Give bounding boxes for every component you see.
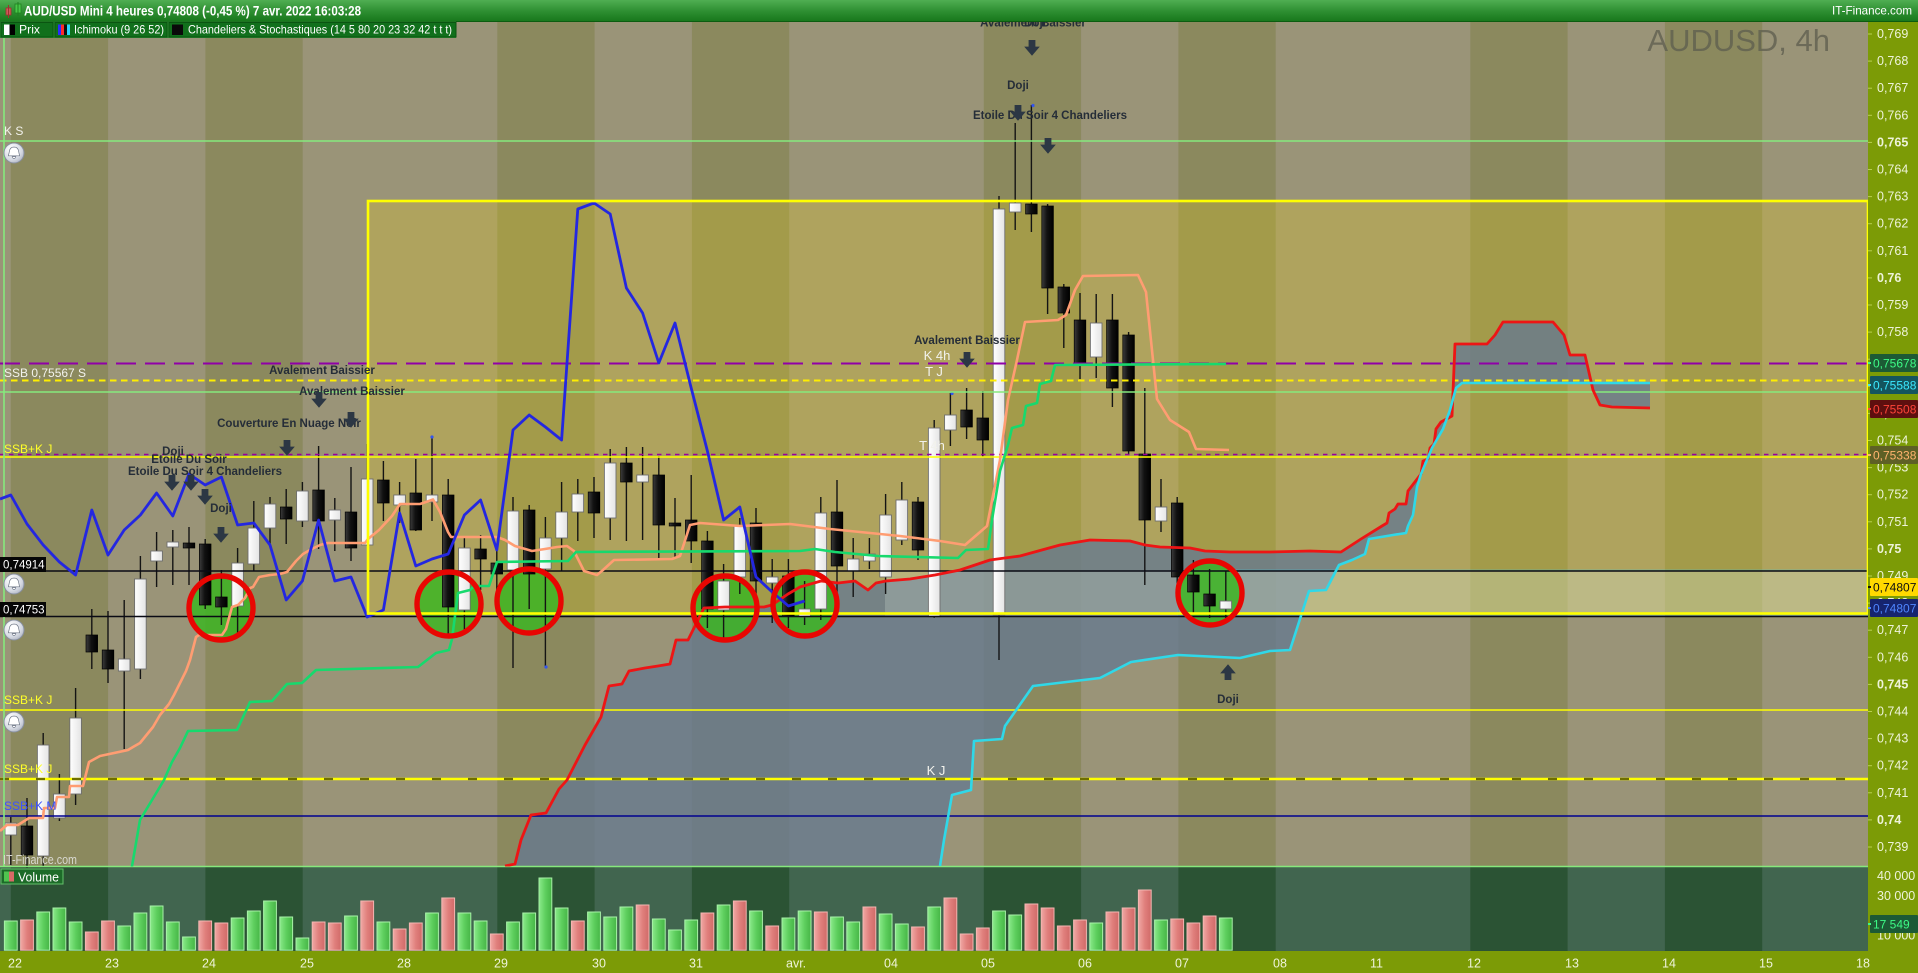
svg-text:IT-Finance.com: IT-Finance.com	[3, 853, 77, 867]
svg-text:0,741: 0,741	[1877, 786, 1908, 800]
svg-text:17 549: 17 549	[1873, 918, 1910, 932]
svg-text:0,74: 0,74	[1877, 813, 1901, 827]
svg-text:Etoile Du Soir: Etoile Du Soir	[151, 454, 227, 466]
svg-text:40 000: 40 000	[1877, 869, 1915, 883]
svg-text:IT-Finance.com: IT-Finance.com	[1832, 4, 1912, 18]
svg-text:T J: T J	[925, 364, 943, 379]
svg-text:0,746: 0,746	[1877, 650, 1908, 664]
svg-text:K 4h: K 4h	[924, 348, 951, 363]
svg-text:0,74914: 0,74914	[3, 560, 45, 572]
svg-text:Ichimoku (9 26 52): Ichimoku (9 26 52)	[74, 23, 164, 37]
svg-text:SSB+K J: SSB+K J	[4, 762, 52, 776]
svg-text:30: 30	[592, 957, 606, 971]
svg-text:0,76: 0,76	[1877, 271, 1901, 285]
svg-text:08: 08	[1273, 957, 1287, 971]
svg-text:0,744: 0,744	[1877, 705, 1908, 719]
svg-text:0,75588: 0,75588	[1873, 379, 1917, 393]
svg-text:18: 18	[1856, 957, 1870, 971]
svg-text:24: 24	[202, 957, 216, 971]
svg-text:0,74807: 0,74807	[1873, 602, 1917, 616]
svg-text:0,764: 0,764	[1877, 163, 1908, 177]
svg-text:0,766: 0,766	[1877, 108, 1908, 122]
svg-text:06: 06	[1078, 957, 1092, 971]
svg-text:Doji: Doji	[162, 446, 184, 458]
svg-text:K S: K S	[4, 124, 23, 138]
svg-text:K J: K J	[927, 763, 946, 778]
svg-text:Avalement Baissier: Avalement Baissier	[299, 386, 405, 398]
svg-text:Volume: Volume	[18, 871, 59, 885]
svg-text:0,767: 0,767	[1877, 81, 1908, 95]
svg-text:Etoile Du Soir 4 Chandeliers: Etoile Du Soir 4 Chandeliers	[128, 466, 282, 478]
svg-text:0,762: 0,762	[1877, 217, 1908, 231]
svg-text:Avalement Baissier: Avalement Baissier	[269, 365, 375, 377]
svg-text:0,765: 0,765	[1877, 135, 1908, 149]
svg-text:15: 15	[1759, 957, 1773, 971]
svg-text:12: 12	[1467, 957, 1481, 971]
svg-text:25: 25	[300, 957, 314, 971]
svg-text:05: 05	[981, 957, 995, 971]
svg-text:0,74807: 0,74807	[1873, 581, 1917, 595]
svg-text:0,742: 0,742	[1877, 759, 1908, 773]
svg-text:0,763: 0,763	[1877, 190, 1908, 204]
svg-text:Avalement Baissier: Avalement Baissier	[914, 335, 1020, 347]
svg-text:T 4h: T 4h	[919, 438, 945, 453]
svg-text:0,745: 0,745	[1877, 677, 1908, 691]
svg-text:Doji: Doji	[1217, 694, 1239, 706]
svg-text:0,743: 0,743	[1877, 732, 1908, 746]
svg-text:0,75338: 0,75338	[1873, 449, 1917, 463]
svg-text:SSB+K J: SSB+K J	[4, 442, 52, 456]
svg-text:28: 28	[397, 957, 411, 971]
svg-text:0,753: 0,753	[1877, 461, 1908, 475]
svg-text:13: 13	[1565, 957, 1579, 971]
svg-text:0,759: 0,759	[1877, 298, 1908, 312]
svg-text:07: 07	[1175, 957, 1189, 971]
svg-text:SSB+K J: SSB+K J	[4, 693, 52, 707]
svg-text:11: 11	[1370, 957, 1383, 971]
svg-text:0,752: 0,752	[1877, 488, 1908, 502]
svg-text:SSB+K M: SSB+K M	[4, 799, 56, 813]
svg-text:0,761: 0,761	[1877, 244, 1908, 258]
svg-text:0,768: 0,768	[1877, 54, 1908, 68]
svg-text:Prix: Prix	[19, 23, 40, 37]
svg-text:0,751: 0,751	[1877, 515, 1908, 529]
svg-text:0,75508: 0,75508	[1873, 403, 1917, 417]
svg-text:23: 23	[105, 957, 119, 971]
svg-text:14: 14	[1662, 957, 1676, 971]
svg-text:Doji: Doji	[210, 503, 232, 515]
svg-text:AUDUSD, 4h: AUDUSD, 4h	[1647, 23, 1830, 58]
svg-text:31: 31	[689, 957, 703, 971]
svg-text:Chandeliers & Stochastiques (1: Chandeliers & Stochastiques (14 5 80 20 …	[188, 23, 452, 37]
svg-text:Couverture En Nuage Noir: Couverture En Nuage Noir	[217, 418, 361, 430]
svg-text:30 000: 30 000	[1877, 889, 1915, 903]
svg-text:0,747: 0,747	[1877, 623, 1908, 637]
svg-text:0,758: 0,758	[1877, 325, 1908, 339]
svg-text:22: 22	[8, 957, 22, 971]
svg-text:0,754: 0,754	[1877, 434, 1908, 448]
svg-text:04: 04	[884, 957, 898, 971]
svg-text:0,74753: 0,74753	[3, 605, 45, 617]
svg-text:AUD/USD Mini 4 heures 0,74808: AUD/USD Mini 4 heures 0,74808 (-0,45 %) …	[24, 4, 361, 19]
svg-text:Etoile Du Soir 4 Chandeliers: Etoile Du Soir 4 Chandeliers	[973, 110, 1127, 122]
svg-text:29: 29	[494, 957, 508, 971]
svg-text:0,75: 0,75	[1877, 542, 1901, 556]
svg-text:SSB 0,75567 S: SSB 0,75567 S	[4, 366, 86, 380]
svg-text:0,769: 0,769	[1877, 27, 1908, 41]
svg-text:avr.: avr.	[786, 957, 806, 971]
svg-text:0,739: 0,739	[1877, 840, 1908, 854]
svg-text:0,75678: 0,75678	[1873, 357, 1917, 371]
svg-text:Doji: Doji	[1007, 80, 1029, 92]
